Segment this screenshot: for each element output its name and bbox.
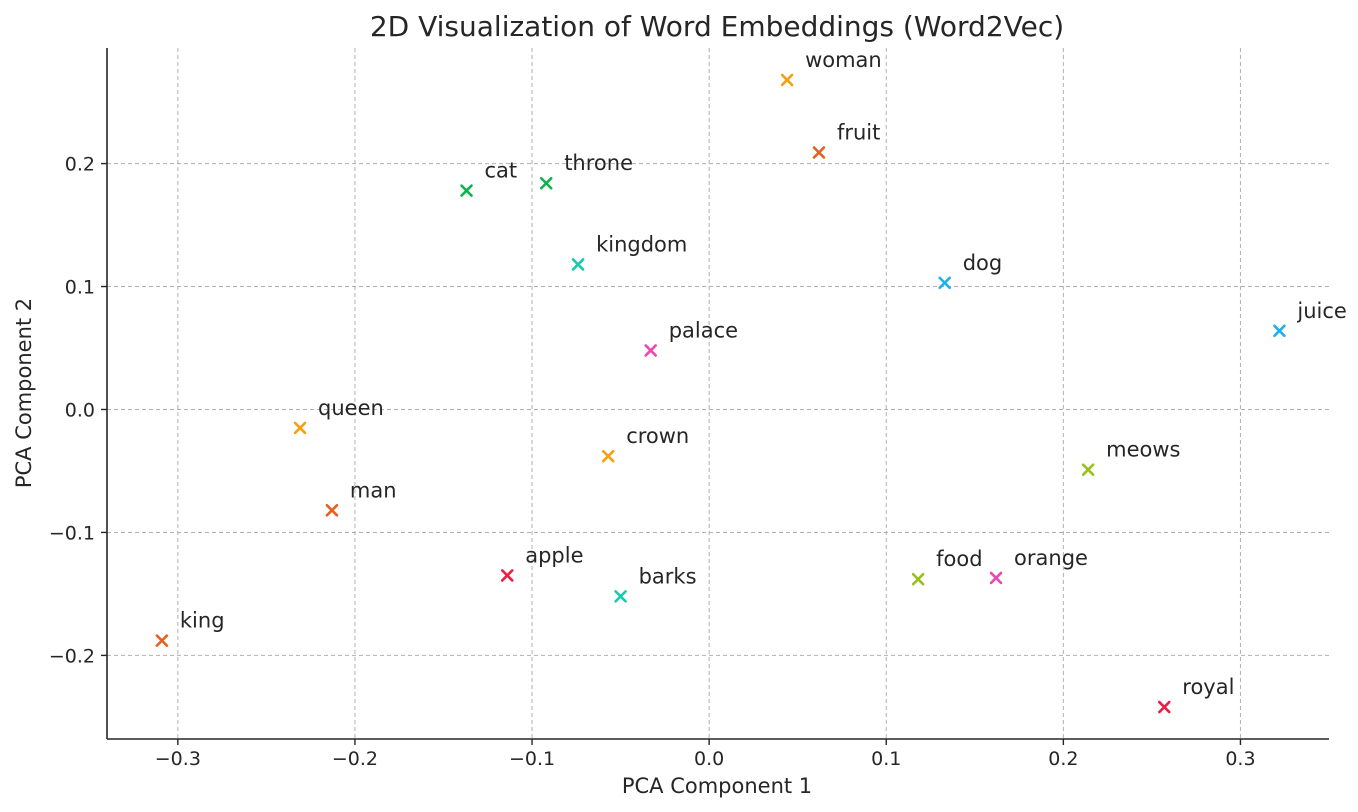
x-marker bbox=[1157, 700, 1171, 714]
y-tick-label: 0.0 bbox=[65, 399, 95, 421]
x-tick-label: 0.0 bbox=[694, 748, 724, 770]
point-label: apple bbox=[525, 543, 583, 567]
y-tick-label: −0.2 bbox=[49, 645, 95, 667]
x-marker bbox=[601, 449, 615, 463]
ticks: −0.3 −0.2 −0.1 0.0 0.1 0.2 0.3 −0.2 −0.1 0.0 0.1 0.… bbox=[49, 154, 1256, 770]
data-point: orange bbox=[989, 546, 1088, 585]
x-marker bbox=[293, 421, 307, 435]
point-label: dog bbox=[963, 251, 1003, 275]
data-point: crown bbox=[601, 424, 689, 463]
data-point: fruit bbox=[812, 121, 880, 159]
point-label: kingdom bbox=[596, 232, 687, 256]
x-tick-label: −0.2 bbox=[332, 748, 378, 770]
data-point: man bbox=[325, 478, 397, 517]
point-label: fruit bbox=[837, 121, 880, 145]
data-point: palace bbox=[644, 318, 738, 357]
data-point: king bbox=[155, 609, 225, 647]
data-point: cat bbox=[460, 159, 518, 197]
x-marker bbox=[989, 571, 1003, 585]
point-label: palace bbox=[669, 318, 738, 342]
data-point: queen bbox=[293, 396, 384, 435]
x-marker bbox=[780, 73, 794, 87]
data-point: juice bbox=[1273, 299, 1347, 338]
chart-title: 2D Visualization of Word Embeddings (Wor… bbox=[370, 10, 1064, 43]
x-marker-stroke bbox=[989, 571, 1003, 585]
point-label: cat bbox=[485, 159, 518, 183]
x-tick-label: 0.1 bbox=[871, 748, 901, 770]
point-label: meows bbox=[1106, 438, 1180, 462]
x-marker-stroke bbox=[293, 421, 307, 435]
x-marker-stroke bbox=[601, 449, 615, 463]
x-tick-label: −0.3 bbox=[155, 748, 201, 770]
data-point: woman bbox=[780, 48, 882, 87]
grid bbox=[107, 48, 1329, 739]
x-marker-stroke bbox=[938, 276, 951, 290]
data-point: food bbox=[911, 547, 983, 586]
x-marker-stroke bbox=[1081, 463, 1095, 477]
y-tick-label: −0.1 bbox=[49, 522, 95, 544]
x-tick-label: 0.3 bbox=[1225, 748, 1255, 770]
point-label: man bbox=[350, 478, 397, 502]
x-marker bbox=[155, 634, 169, 647]
y-tick-label: 0.1 bbox=[65, 277, 95, 299]
y-axis-label: PCA Component 2 bbox=[12, 298, 36, 488]
x-marker-stroke bbox=[614, 590, 627, 603]
x-marker-stroke bbox=[460, 184, 473, 197]
x-marker-stroke bbox=[812, 146, 826, 159]
x-marker bbox=[500, 569, 514, 582]
x-marker bbox=[938, 276, 951, 290]
data-point: kingdom bbox=[571, 232, 687, 271]
y-tick-label: 0.2 bbox=[65, 154, 95, 176]
data-point: dog bbox=[938, 251, 1003, 290]
x-tick-label: 0.2 bbox=[1048, 748, 1078, 770]
point-label: royal bbox=[1182, 675, 1234, 699]
point-label: woman bbox=[805, 48, 882, 72]
x-marker-stroke bbox=[911, 572, 925, 586]
point-label: juice bbox=[1296, 299, 1346, 323]
x-marker-stroke bbox=[155, 634, 169, 647]
point-label: orange bbox=[1014, 546, 1088, 570]
data-points: woman fruit cat throne kingdom dog juice palace… bbox=[155, 48, 1347, 714]
x-marker bbox=[1273, 324, 1286, 338]
axes-spines bbox=[106, 48, 1329, 740]
x-marker bbox=[911, 572, 925, 586]
data-point: apple bbox=[500, 543, 584, 582]
x-marker-stroke bbox=[325, 504, 339, 517]
data-point: barks bbox=[614, 564, 697, 603]
data-point: throne bbox=[539, 151, 633, 190]
x-marker bbox=[644, 344, 658, 357]
point-label: king bbox=[180, 609, 225, 633]
point-label: barks bbox=[639, 564, 697, 588]
point-label: crown bbox=[626, 424, 689, 448]
x-marker-stroke bbox=[1273, 324, 1286, 338]
x-marker bbox=[571, 258, 585, 271]
point-label: throne bbox=[564, 151, 633, 175]
x-marker-stroke bbox=[1157, 700, 1171, 714]
x-marker bbox=[812, 146, 826, 159]
x-marker-stroke bbox=[571, 258, 585, 271]
x-marker-stroke bbox=[780, 73, 794, 87]
x-marker-stroke bbox=[539, 176, 553, 190]
x-marker bbox=[614, 590, 627, 603]
x-marker-stroke bbox=[644, 344, 658, 357]
x-tick-label: −0.1 bbox=[509, 748, 555, 770]
x-marker bbox=[1081, 463, 1095, 477]
data-point: royal bbox=[1157, 675, 1234, 714]
x-marker bbox=[539, 176, 553, 190]
point-label: queen bbox=[318, 396, 384, 420]
x-marker bbox=[325, 504, 339, 517]
point-label: food bbox=[936, 547, 982, 571]
data-point: meows bbox=[1081, 438, 1180, 477]
x-axis-label: PCA Component 1 bbox=[622, 774, 812, 798]
x-marker-stroke bbox=[500, 569, 514, 582]
x-marker bbox=[460, 184, 473, 197]
